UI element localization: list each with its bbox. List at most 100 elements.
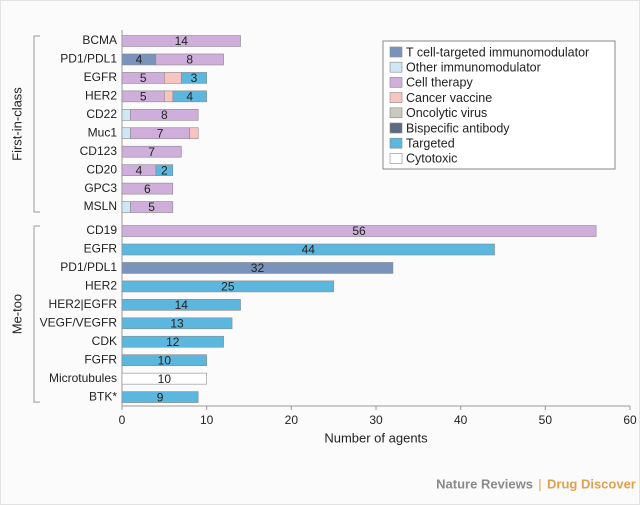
bar-segment xyxy=(155,53,224,66)
y-tick-label: CD123 xyxy=(80,144,118,158)
bar-segment xyxy=(121,354,207,367)
value-label: 10 xyxy=(158,353,172,367)
legend-label: Bispecific antibody xyxy=(406,121,510,135)
bar-segment xyxy=(172,90,207,103)
footer-separator: | xyxy=(538,476,541,491)
bar-segment xyxy=(189,127,199,140)
footer-journal: Drug Discover xyxy=(547,476,636,491)
value-label: 4 xyxy=(186,90,193,104)
legend-swatch xyxy=(389,107,403,119)
legend-swatch xyxy=(389,92,403,103)
value-label: 5 xyxy=(148,200,155,214)
value-label: 32 xyxy=(251,261,265,275)
bar-segment xyxy=(121,317,233,330)
y-tick-label: HER2 xyxy=(85,89,117,103)
legend-swatch xyxy=(389,122,403,134)
value-label: 12 xyxy=(166,335,180,349)
y-tick-label: EGFR xyxy=(84,242,118,256)
x-tick-label: 50 xyxy=(539,413,553,427)
value-label: 14 xyxy=(175,34,189,48)
legend-label: Cytotoxic xyxy=(406,152,457,166)
y-tick-label: PD1/PDL1 xyxy=(60,52,117,66)
y-tick-label: HER2|EGFR xyxy=(49,297,118,311)
legend-swatch xyxy=(389,61,403,73)
value-label: 8 xyxy=(161,108,168,122)
bar-segment xyxy=(121,35,241,47)
x-tick-label: 40 xyxy=(454,413,468,427)
value-label: 2 xyxy=(161,163,168,177)
legend-swatch xyxy=(389,153,403,164)
y-tick-label: CD22 xyxy=(86,107,117,121)
group-label: Me-too xyxy=(9,294,24,334)
bar-segment xyxy=(121,182,174,195)
legend-label: Oncolytic virus xyxy=(406,106,487,120)
y-tick-label: CDK xyxy=(92,334,117,348)
y-tick-label: EGFR xyxy=(84,70,118,84)
bar-segment xyxy=(121,109,131,121)
bar-segment xyxy=(121,280,334,293)
value-label: 44 xyxy=(302,243,316,257)
legend-label: Other immunomodulator xyxy=(406,60,541,74)
value-label: 4 xyxy=(136,163,143,177)
x-tick-label: 60 xyxy=(623,413,637,427)
legend-label: T cell-targeted immunomodulator xyxy=(406,45,589,59)
bar-segment xyxy=(121,145,182,158)
x-tick-label: 0 xyxy=(119,413,126,427)
value-label: 3 xyxy=(191,71,198,85)
bar-segment xyxy=(121,299,241,311)
group-label: First-in-class xyxy=(9,87,24,161)
value-label: 6 xyxy=(144,182,151,196)
value-label: 9 xyxy=(157,390,164,404)
x-tick-label: 10 xyxy=(200,413,214,427)
bar-segment xyxy=(164,72,182,84)
y-tick-label: Muc1 xyxy=(88,125,118,139)
value-label: 13 xyxy=(170,316,184,330)
value-label: 8 xyxy=(186,53,193,67)
y-tick-label: MSLN xyxy=(84,199,117,213)
bar-segment xyxy=(121,262,394,274)
legend-label: Cell therapy xyxy=(406,76,473,90)
legend-swatch xyxy=(389,77,403,88)
y-tick-label: VEGF/VEGFR xyxy=(40,315,118,329)
bar-segment xyxy=(130,201,174,213)
value-label: 7 xyxy=(157,126,164,140)
bar-segment xyxy=(121,335,224,348)
y-tick-label: FGFR xyxy=(84,352,117,366)
y-tick-label: Microtubules xyxy=(49,371,117,385)
bar-segment xyxy=(121,243,495,256)
bar-segment xyxy=(121,127,131,140)
legend-label: Targeted xyxy=(406,136,455,150)
value-label: 56 xyxy=(352,224,366,238)
value-label: 10 xyxy=(158,372,172,386)
x-axis-label: Number of agents xyxy=(324,430,428,445)
bar-segment xyxy=(155,164,174,176)
bar-segment xyxy=(121,372,207,385)
value-label: 5 xyxy=(140,90,147,104)
value-label: 25 xyxy=(221,280,235,294)
bar-segment xyxy=(121,391,199,403)
y-tick-label: GPC3 xyxy=(84,181,117,195)
legend-swatch xyxy=(389,46,403,58)
bar-segment xyxy=(121,201,131,213)
legend-swatch xyxy=(389,137,403,149)
value-label: 4 xyxy=(136,53,143,67)
legend-label: Cancer vaccine xyxy=(406,91,492,105)
value-label: 14 xyxy=(175,298,189,312)
y-tick-label: CD19 xyxy=(86,223,117,237)
x-tick-label: 30 xyxy=(369,413,383,427)
bar-segment xyxy=(180,72,207,84)
bar-segment xyxy=(164,90,174,103)
group-bracket xyxy=(33,225,40,403)
value-label: 7 xyxy=(148,145,155,159)
y-tick-label: BCMA xyxy=(82,33,117,47)
y-tick-label: PD1/PDL1 xyxy=(60,260,117,274)
value-label: 5 xyxy=(140,71,147,85)
y-tick-label: CD20 xyxy=(86,162,117,176)
bar-segment xyxy=(130,109,199,121)
footer: Nature Reviews | Drug Discover xyxy=(436,476,636,491)
bar-segment xyxy=(121,225,597,237)
legend-box xyxy=(382,40,616,170)
group-bracket xyxy=(33,35,40,213)
